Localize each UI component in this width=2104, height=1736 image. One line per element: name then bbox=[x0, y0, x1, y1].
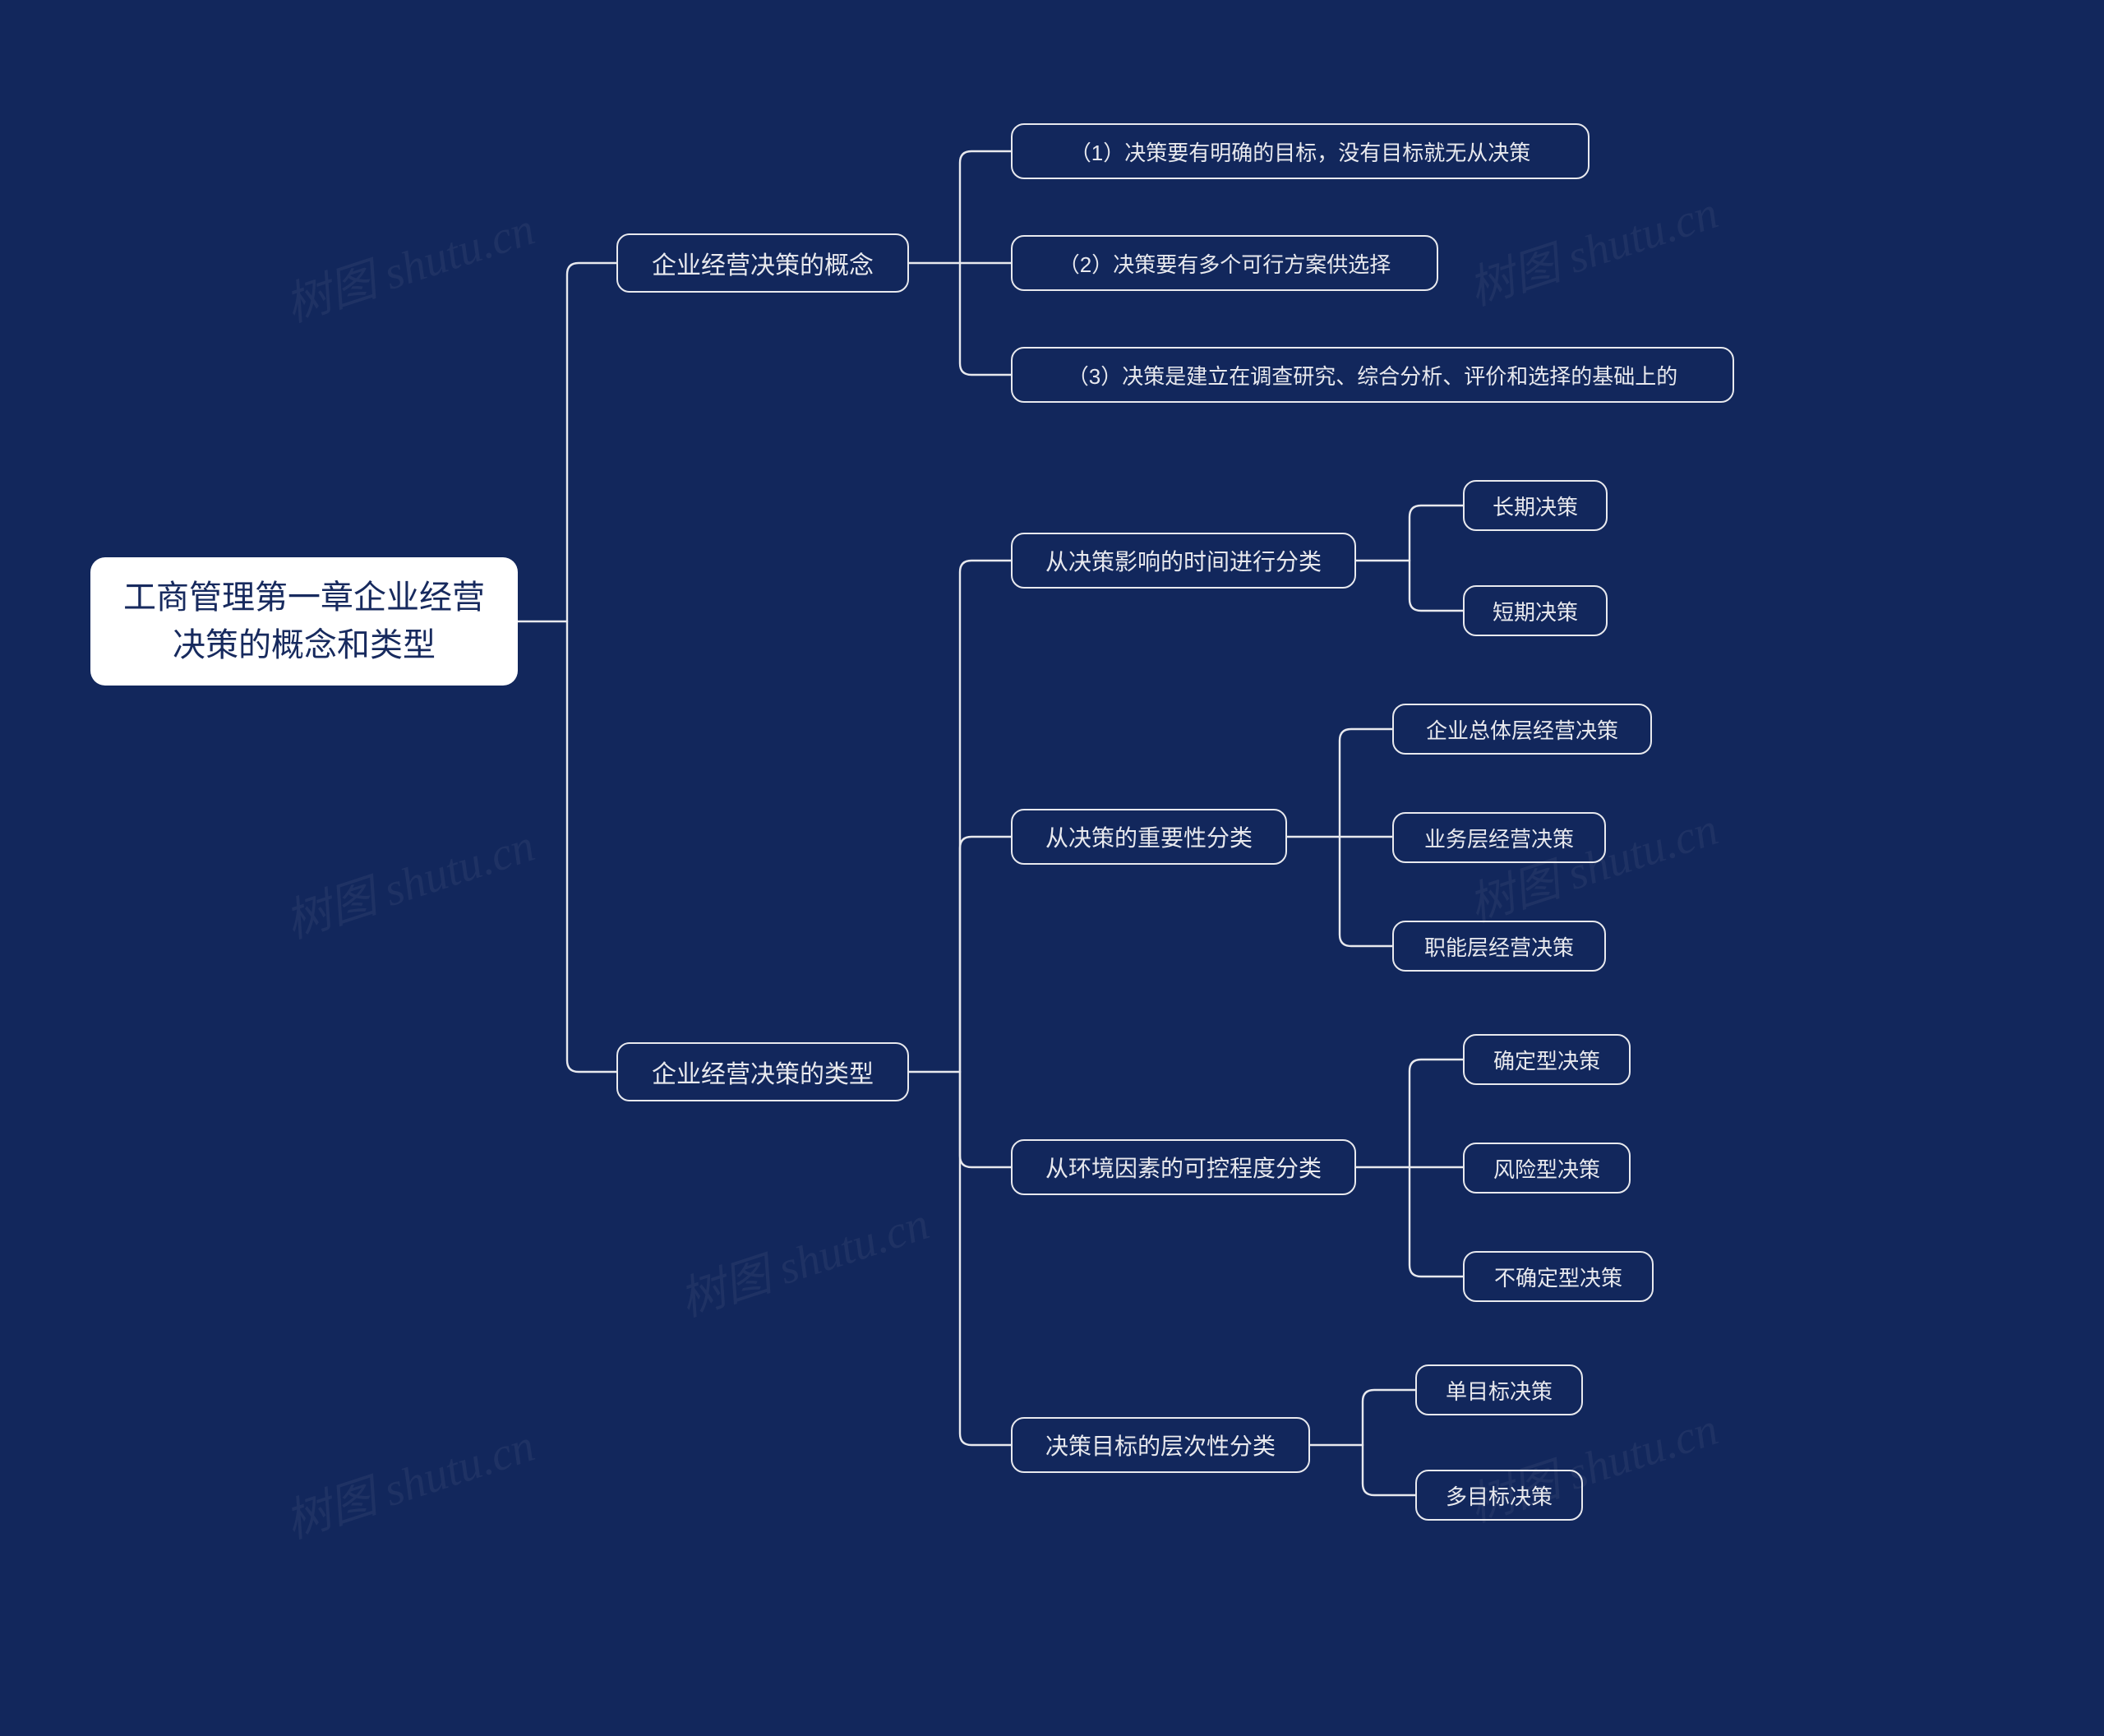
node-types: 企业经营决策的类型 bbox=[616, 1042, 909, 1101]
watermark: 树图 shutu.cn bbox=[275, 1408, 542, 1551]
leaf-concept-2: （2）决策要有多个可行方案供选择 bbox=[1011, 235, 1438, 291]
node-label: （2）决策要有多个可行方案供选择 bbox=[1059, 248, 1391, 279]
leaf-risk: 风险型决策 bbox=[1463, 1143, 1631, 1194]
node-label: 从决策的重要性分类 bbox=[1045, 820, 1253, 853]
leaf-corporate: 企业总体层经营决策 bbox=[1392, 704, 1652, 755]
leaf-single-goal: 单目标决策 bbox=[1415, 1364, 1583, 1415]
leaf-longterm: 长期决策 bbox=[1463, 480, 1608, 531]
leaf-certain: 确定型决策 bbox=[1463, 1034, 1631, 1085]
leaf-concept-1: （1）决策要有明确的目标，没有目标就无从决策 bbox=[1011, 123, 1590, 179]
node-label: 不确定型决策 bbox=[1494, 1262, 1622, 1292]
node-label: 企业总体层经营决策 bbox=[1426, 714, 1618, 745]
node-label: 企业经营决策的概念 bbox=[652, 245, 874, 281]
node-label: 企业经营决策的类型 bbox=[652, 1054, 874, 1090]
node-types-importance: 从决策的重要性分类 bbox=[1011, 809, 1287, 865]
leaf-functional: 职能层经营决策 bbox=[1392, 921, 1606, 972]
node-label: 确定型决策 bbox=[1493, 1045, 1600, 1075]
node-concept: 企业经营决策的概念 bbox=[616, 233, 909, 293]
leaf-multi-goal: 多目标决策 bbox=[1415, 1470, 1583, 1521]
node-label: 风险型决策 bbox=[1493, 1153, 1600, 1184]
leaf-concept-3: （3）决策是建立在调查研究、综合分析、评价和选择的基础上的 bbox=[1011, 347, 1734, 403]
node-label: 多目标决策 bbox=[1446, 1480, 1553, 1511]
node-label: 从环境因素的可控程度分类 bbox=[1045, 1151, 1322, 1184]
mindmap-root: 工商管理第一章企业经营决策的概念和类型 bbox=[90, 557, 518, 686]
leaf-uncertain: 不确定型决策 bbox=[1463, 1251, 1654, 1302]
node-types-goal: 决策目标的层次性分类 bbox=[1011, 1417, 1310, 1473]
node-label: 决策目标的层次性分类 bbox=[1045, 1429, 1276, 1461]
node-label: 从决策影响的时间进行分类 bbox=[1045, 544, 1322, 577]
node-types-env: 从环境因素的可控程度分类 bbox=[1011, 1139, 1356, 1195]
node-label: （1）决策要有明确的目标，没有目标就无从决策 bbox=[1070, 136, 1530, 167]
leaf-business: 业务层经营决策 bbox=[1392, 812, 1606, 863]
node-label: 长期决策 bbox=[1493, 491, 1578, 521]
leaf-shortterm: 短期决策 bbox=[1463, 585, 1608, 636]
watermark: 树图 shutu.cn bbox=[1459, 175, 1725, 318]
node-label: 单目标决策 bbox=[1446, 1375, 1553, 1406]
watermark: 树图 shutu.cn bbox=[670, 1186, 936, 1329]
node-types-time: 从决策影响的时间进行分类 bbox=[1011, 533, 1356, 589]
root-label: 工商管理第一章企业经营决策的概念和类型 bbox=[123, 574, 485, 669]
node-label: （3）决策是建立在调查研究、综合分析、评价和选择的基础上的 bbox=[1068, 360, 1677, 390]
node-label: 短期决策 bbox=[1493, 596, 1578, 626]
watermark: 树图 shutu.cn bbox=[275, 808, 542, 951]
watermark: 树图 shutu.cn bbox=[275, 192, 542, 335]
node-label: 职能层经营决策 bbox=[1424, 931, 1574, 962]
node-label: 业务层经营决策 bbox=[1424, 823, 1574, 853]
